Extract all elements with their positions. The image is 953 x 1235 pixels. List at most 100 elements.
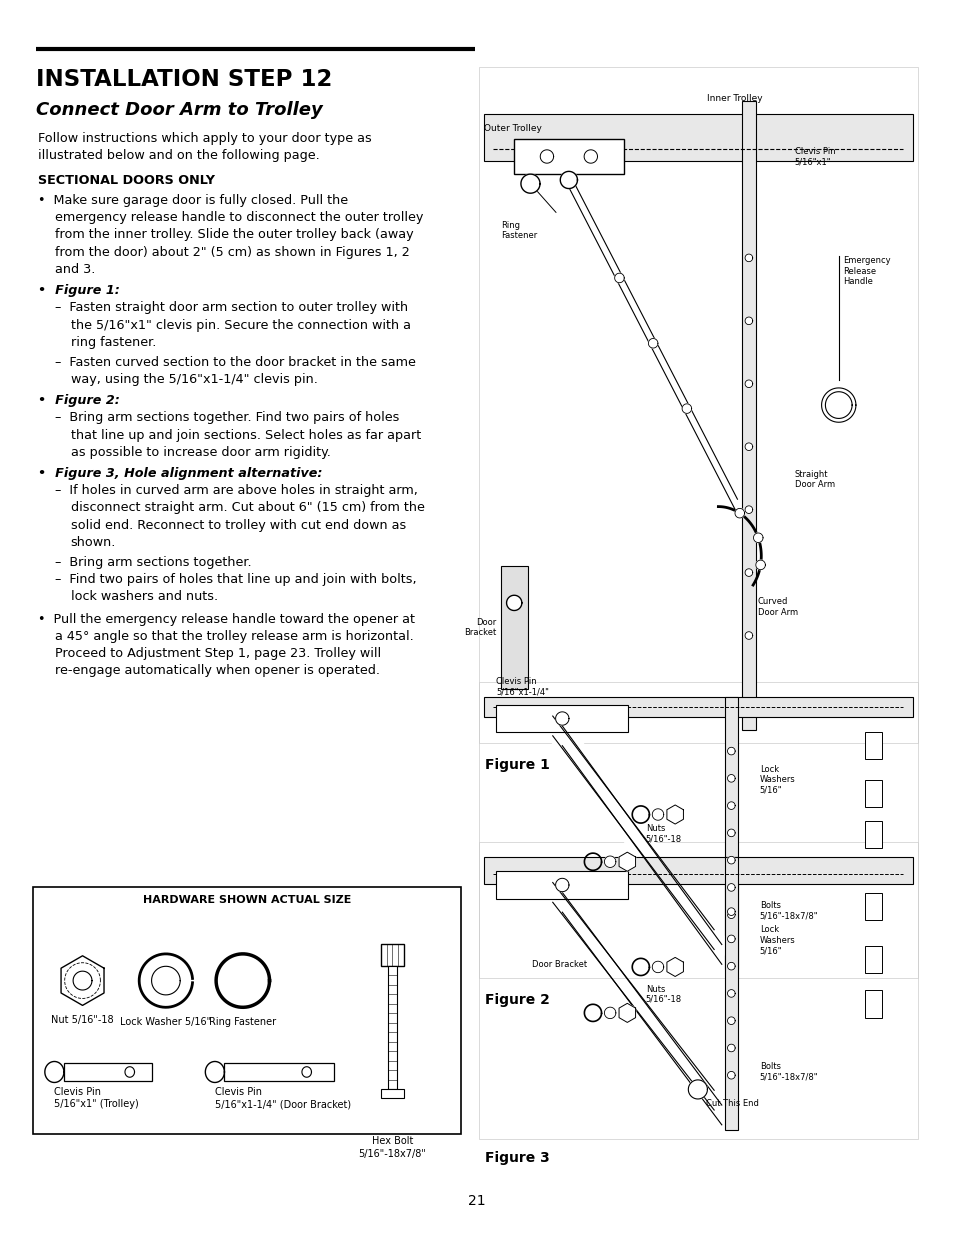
Text: •  Figure 1:: • Figure 1: bbox=[38, 284, 120, 298]
Text: Proceed to Adjustment Step 1, page 23. Trolley will: Proceed to Adjustment Step 1, page 23. T… bbox=[55, 647, 381, 661]
Polygon shape bbox=[744, 317, 752, 325]
Text: Bolts
5/16"-18x7/8": Bolts 5/16"-18x7/8" bbox=[759, 902, 818, 920]
Polygon shape bbox=[727, 908, 735, 915]
Text: SECTIONAL DOORS ONLY: SECTIONAL DOORS ONLY bbox=[38, 174, 215, 188]
Text: Lock Washer 5/16": Lock Washer 5/16" bbox=[120, 1018, 212, 1028]
Text: Door
Bracket: Door Bracket bbox=[463, 618, 496, 637]
Text: the 5/16"x1" clevis pin. Secure the connection with a: the 5/16"x1" clevis pin. Secure the conn… bbox=[71, 319, 410, 332]
Polygon shape bbox=[555, 878, 568, 892]
Text: Emergency
Release
Handle: Emergency Release Handle bbox=[842, 256, 890, 287]
Bar bbox=[64, 1063, 152, 1081]
Text: from the door) about 2" (5 cm) as shown in Figures 1, 2: from the door) about 2" (5 cm) as shown … bbox=[55, 246, 410, 259]
Bar bbox=[478, 682, 917, 978]
Text: Straight
Door Arm: Straight Door Arm bbox=[794, 469, 834, 489]
Polygon shape bbox=[821, 388, 855, 422]
Bar bbox=[864, 990, 882, 1018]
Polygon shape bbox=[216, 953, 270, 1008]
Bar bbox=[496, 872, 627, 899]
Polygon shape bbox=[727, 856, 735, 864]
Text: as possible to increase door arm rigidity.: as possible to increase door arm rigidit… bbox=[71, 446, 330, 459]
Polygon shape bbox=[506, 595, 521, 610]
Polygon shape bbox=[604, 1008, 616, 1019]
Polygon shape bbox=[755, 561, 764, 569]
Polygon shape bbox=[539, 149, 553, 163]
Text: Lock
Washers
5/16": Lock Washers 5/16" bbox=[759, 764, 795, 794]
Text: solid end. Reconnect to trolley with cut end down as: solid end. Reconnect to trolley with cut… bbox=[71, 519, 405, 532]
Polygon shape bbox=[727, 747, 735, 755]
Polygon shape bbox=[727, 1072, 735, 1079]
Polygon shape bbox=[652, 961, 663, 973]
Text: illustrated below and on the following page.: illustrated below and on the following p… bbox=[38, 149, 319, 163]
Text: Nuts
5/16"-18: Nuts 5/16"-18 bbox=[645, 824, 681, 844]
Polygon shape bbox=[666, 805, 682, 824]
Bar bbox=[478, 842, 917, 1139]
Polygon shape bbox=[727, 1016, 735, 1025]
Bar bbox=[380, 1089, 403, 1098]
Text: re-engage automatically when opener is operated.: re-engage automatically when opener is o… bbox=[55, 664, 380, 678]
Text: Clevis Pin
5/16"x1-1/4": Clevis Pin 5/16"x1-1/4" bbox=[496, 677, 548, 697]
Bar bbox=[478, 67, 917, 743]
Text: •  Figure 2:: • Figure 2: bbox=[38, 394, 120, 408]
Bar bbox=[514, 140, 623, 174]
Polygon shape bbox=[61, 956, 104, 1005]
Polygon shape bbox=[744, 254, 752, 262]
Text: –  Fasten straight door arm section to outer trolley with: – Fasten straight door arm section to ou… bbox=[55, 301, 408, 315]
Text: way, using the 5/16"x1-1/4" clevis pin.: way, using the 5/16"x1-1/4" clevis pin. bbox=[71, 373, 317, 387]
Polygon shape bbox=[744, 380, 752, 388]
Polygon shape bbox=[727, 883, 735, 892]
Bar bbox=[483, 114, 912, 162]
Bar bbox=[380, 944, 403, 966]
Text: –  Find two pairs of holes that line up and join with bolts,: – Find two pairs of holes that line up a… bbox=[55, 573, 416, 587]
Polygon shape bbox=[618, 1003, 635, 1023]
Bar bbox=[478, 682, 917, 978]
Bar bbox=[224, 1063, 334, 1081]
Text: a 45° angle so that the trolley release arm is horizontal.: a 45° angle so that the trolley release … bbox=[55, 630, 414, 643]
Bar bbox=[864, 779, 882, 806]
Text: 21: 21 bbox=[468, 1194, 485, 1208]
Text: Curved
Door Arm: Curved Door Arm bbox=[757, 598, 797, 616]
Polygon shape bbox=[618, 852, 635, 871]
Polygon shape bbox=[744, 443, 752, 451]
Polygon shape bbox=[727, 829, 735, 836]
Bar bbox=[496, 705, 627, 732]
Text: Nut 5/16"-18: Nut 5/16"-18 bbox=[51, 1015, 113, 1025]
Polygon shape bbox=[648, 338, 658, 348]
Text: Follow instructions which apply to your door type as: Follow instructions which apply to your … bbox=[38, 132, 372, 146]
Text: ring fastener.: ring fastener. bbox=[71, 336, 155, 350]
Text: Nuts
5/16"-18: Nuts 5/16"-18 bbox=[645, 984, 681, 1004]
Bar bbox=[724, 857, 738, 1130]
Bar bbox=[387, 966, 396, 1089]
Text: HARDWARE SHOWN ACTUAL SIZE: HARDWARE SHOWN ACTUAL SIZE bbox=[143, 895, 351, 905]
Bar bbox=[478, 67, 917, 743]
Text: Outer Trolley: Outer Trolley bbox=[483, 124, 541, 133]
Text: and 3.: and 3. bbox=[55, 263, 95, 277]
Text: disconnect straight arm. Cut about 6" (15 cm) from the: disconnect straight arm. Cut about 6" (1… bbox=[71, 501, 424, 515]
Text: Inner Trolley: Inner Trolley bbox=[706, 94, 762, 103]
Text: Figure 3: Figure 3 bbox=[484, 1151, 549, 1165]
Polygon shape bbox=[727, 935, 735, 942]
Text: lock washers and nuts.: lock washers and nuts. bbox=[71, 590, 217, 604]
Bar bbox=[864, 893, 882, 920]
Polygon shape bbox=[727, 1044, 735, 1052]
Text: shown.: shown. bbox=[71, 536, 116, 550]
Bar bbox=[500, 566, 527, 689]
Polygon shape bbox=[139, 953, 193, 1008]
Polygon shape bbox=[45, 1062, 64, 1082]
Polygon shape bbox=[666, 957, 682, 977]
Text: –  Fasten curved section to the door bracket in the same: – Fasten curved section to the door brac… bbox=[55, 356, 416, 369]
Text: from the inner trolley. Slide the outer trolley back (away: from the inner trolley. Slide the outer … bbox=[55, 228, 414, 242]
Bar bbox=[483, 857, 912, 884]
Polygon shape bbox=[727, 802, 735, 809]
Polygon shape bbox=[744, 506, 752, 514]
Bar bbox=[864, 946, 882, 973]
Polygon shape bbox=[753, 534, 762, 542]
Text: Figure 1: Figure 1 bbox=[484, 758, 549, 772]
Polygon shape bbox=[583, 149, 597, 163]
Bar bbox=[483, 697, 912, 718]
Text: –  Bring arm sections together.: – Bring arm sections together. bbox=[55, 556, 252, 569]
Text: –  If holes in curved arm are above holes in straight arm,: – If holes in curved arm are above holes… bbox=[55, 484, 417, 498]
Text: •  Make sure garage door is fully closed. Pull the: • Make sure garage door is fully closed.… bbox=[38, 194, 348, 207]
Polygon shape bbox=[614, 273, 623, 283]
Polygon shape bbox=[559, 172, 577, 189]
Polygon shape bbox=[688, 1079, 707, 1099]
